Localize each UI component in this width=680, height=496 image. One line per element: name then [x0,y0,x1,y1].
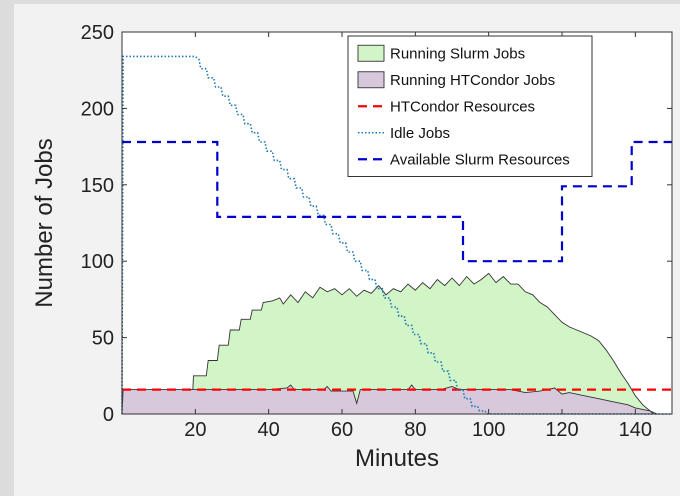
plot-frame [121,31,673,415]
line-layer [121,55,672,415]
x-tick-label: 60 [331,419,353,441]
running-slurm-jobs-area [122,272,658,415]
y-tick-label: 200 [81,98,114,120]
available-slurm-resources-line [122,140,672,263]
legend-label: Running Slurm Jobs [390,45,525,62]
y-tick-label: 250 [81,22,114,44]
x-tick-label: 140 [619,419,652,441]
legend-swatch [357,71,385,89]
legend: Running Slurm Jobs Running HTCondor Jobs H… [347,35,593,177]
legend-label: Available Slurm Resources [390,151,570,168]
line-area-chart: 20 40 60 80 100 120 140 0 50 100 150 200 250 Minutes… [31,22,673,472]
legend-label: HTCondor Resources [390,98,535,115]
legend-swatch [357,44,385,62]
tick-layer: 20 40 60 80 100 120 140 0 50 100 150 200 250 [81,22,672,441]
area-layer [121,272,658,415]
x-tick-label: 40 [258,419,280,441]
x-tick-label: 120 [545,419,578,441]
legend-label: Idle Jobs [390,125,450,142]
figure: 20 40 60 80 100 120 140 0 50 100 150 200 250 Minutes… [14,4,680,496]
x-tick-label: 20 [184,419,206,441]
idle-jobs-line [121,55,672,415]
y-tick-label: 50 [92,328,114,350]
x-axis-title: Minutes [355,445,439,472]
legend-box [347,35,593,177]
y-tick-label: 0 [103,404,114,426]
y-tick-label: 150 [81,175,114,197]
y-tick-label: 100 [81,251,114,273]
legend-label: Running HTCondor Jobs [390,72,555,89]
y-axis-title: Number of Jobs [31,138,58,307]
x-tick-label: 80 [404,419,426,441]
x-tick-label: 100 [472,419,505,441]
